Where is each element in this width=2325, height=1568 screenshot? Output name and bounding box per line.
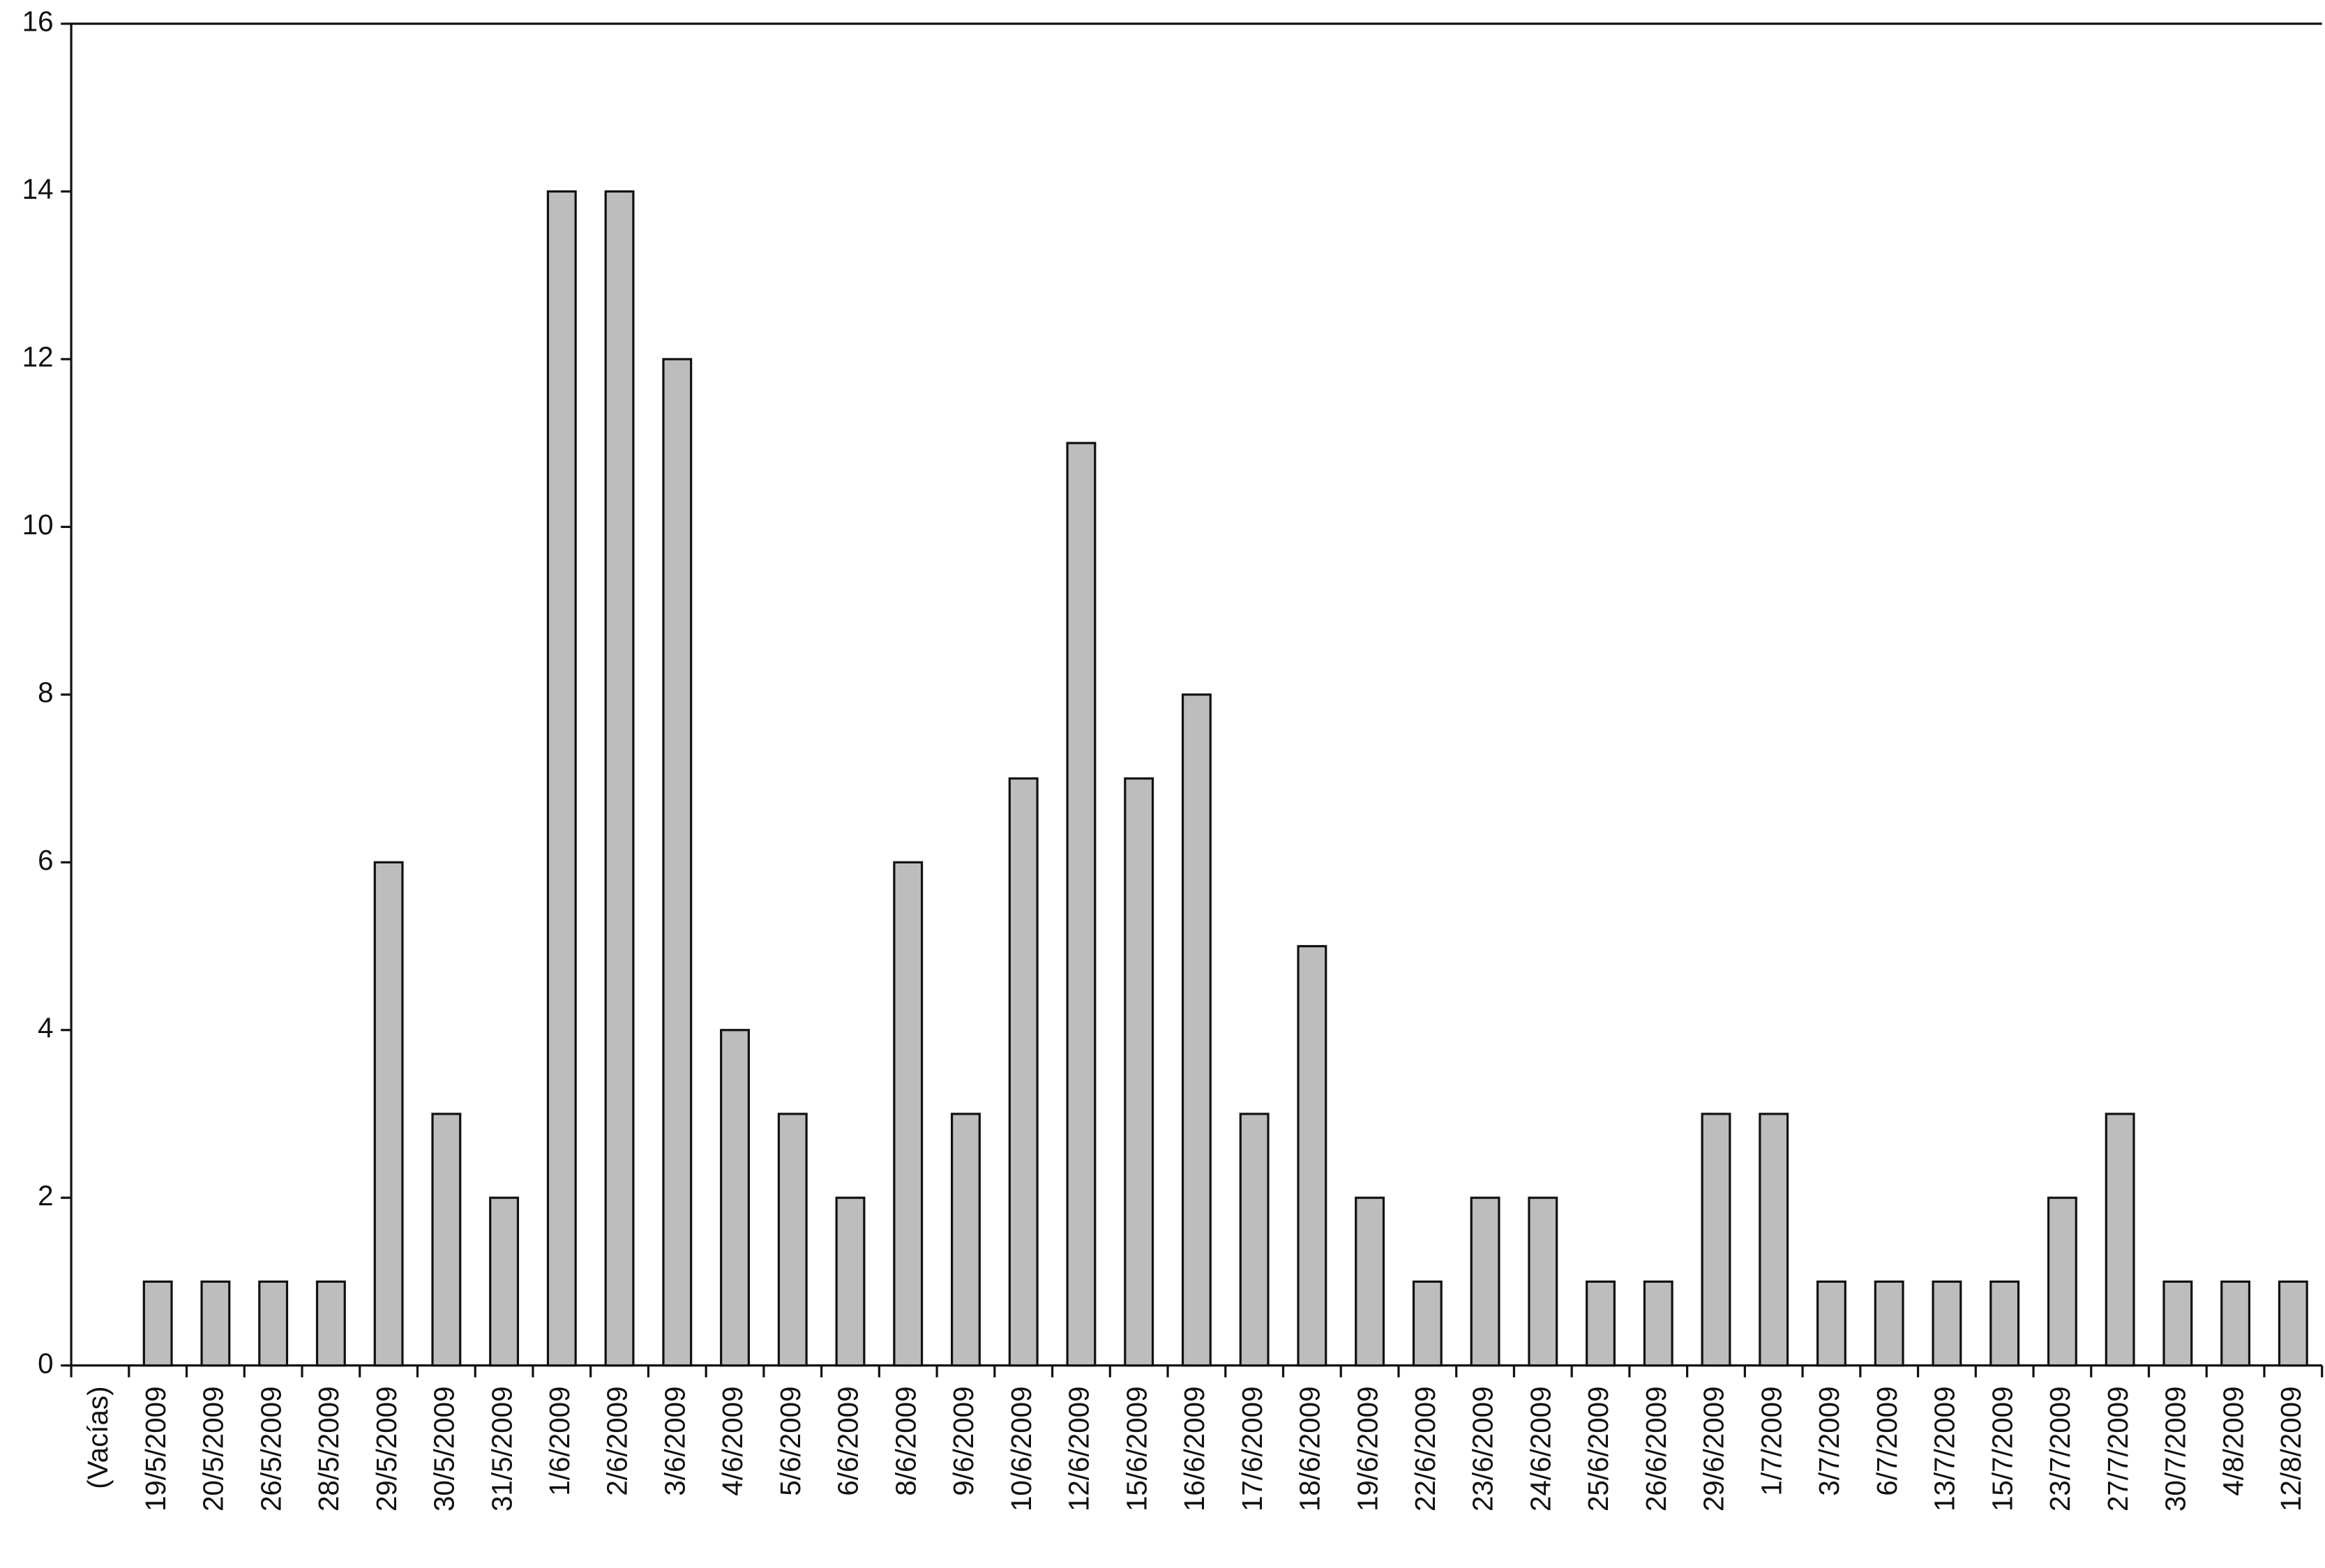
x-tick-label: 26/5/2009 bbox=[255, 1386, 287, 1512]
x-tick-label: 23/6/2009 bbox=[1467, 1386, 1499, 1512]
bar bbox=[2278, 1280, 2308, 1367]
bar bbox=[662, 358, 693, 1367]
x-tick-label: 1/6/2009 bbox=[543, 1386, 575, 1495]
x-tick-label: 2/6/2009 bbox=[601, 1386, 633, 1495]
y-tick-label: 4 bbox=[38, 1011, 53, 1043]
y-tick-label: 2 bbox=[38, 1179, 53, 1212]
bar bbox=[200, 1280, 231, 1367]
bar bbox=[315, 1280, 346, 1367]
bar bbox=[1470, 1196, 1500, 1367]
x-tick-label: 13/7/2009 bbox=[1929, 1386, 1961, 1512]
bar bbox=[1874, 1280, 1904, 1367]
x-tick-label: 27/7/2009 bbox=[2102, 1386, 2134, 1512]
x-tick-label: 28/5/2009 bbox=[313, 1386, 345, 1512]
x-tick-label: 17/6/2009 bbox=[1236, 1386, 1268, 1512]
bar bbox=[1412, 1280, 1443, 1367]
bar bbox=[1586, 1280, 1616, 1367]
x-tick-label: 3/7/2009 bbox=[1813, 1386, 1845, 1495]
bar bbox=[1355, 1196, 1385, 1367]
bar bbox=[258, 1280, 289, 1367]
x-tick-label: 30/7/2009 bbox=[2160, 1386, 2192, 1512]
x-tick-label: 8/6/2009 bbox=[889, 1386, 921, 1495]
bar bbox=[1181, 693, 1212, 1367]
x-tick-label: 23/7/2009 bbox=[2044, 1386, 2076, 1512]
bar bbox=[2105, 1113, 2135, 1367]
y-tick-label: 12 bbox=[22, 341, 54, 373]
x-tick-label: 18/6/2009 bbox=[1294, 1386, 1326, 1512]
x-tick-label: 6/6/2009 bbox=[832, 1386, 864, 1495]
x-tick-label: 1/7/2009 bbox=[1755, 1386, 1787, 1495]
x-tick-label: 19/6/2009 bbox=[1351, 1386, 1383, 1512]
y-tick-label: 8 bbox=[38, 677, 53, 709]
bar bbox=[1297, 944, 1327, 1367]
x-tick-label: 4/6/2009 bbox=[716, 1386, 748, 1495]
x-tick-label: 30/5/2009 bbox=[428, 1386, 460, 1512]
bar bbox=[720, 1029, 750, 1367]
bar bbox=[546, 190, 577, 1367]
bar bbox=[1989, 1280, 2020, 1367]
x-tick-label: 29/5/2009 bbox=[370, 1386, 402, 1512]
x-tick-label: 12/8/2009 bbox=[2275, 1386, 2307, 1512]
bar bbox=[489, 1196, 520, 1367]
bar bbox=[835, 1196, 866, 1367]
bar bbox=[1124, 777, 1154, 1367]
x-tick-label: 22/6/2009 bbox=[1409, 1386, 1441, 1512]
x-tick-label: 12/6/2009 bbox=[1063, 1386, 1095, 1512]
bar bbox=[431, 1113, 462, 1367]
x-tick-label: 6/7/2009 bbox=[1871, 1386, 1903, 1495]
bar bbox=[142, 1280, 173, 1367]
x-tick-label: 24/6/2009 bbox=[1524, 1386, 1556, 1512]
bar bbox=[1239, 1113, 1270, 1367]
bar bbox=[777, 1113, 808, 1367]
bar bbox=[373, 861, 404, 1367]
x-tick-label: 19/5/2009 bbox=[140, 1386, 172, 1512]
x-tick-label: 20/5/2009 bbox=[197, 1386, 230, 1512]
bar bbox=[1759, 1113, 1789, 1367]
y-tick-label: 6 bbox=[38, 844, 53, 876]
y-tick-label: 16 bbox=[22, 6, 54, 38]
x-tick-label: 3/6/2009 bbox=[659, 1386, 691, 1495]
x-tick-label: 9/6/2009 bbox=[947, 1386, 979, 1495]
x-tick-label: 15/6/2009 bbox=[1120, 1386, 1152, 1512]
x-tick-label: 5/6/2009 bbox=[774, 1386, 806, 1495]
x-tick-label: 4/8/2009 bbox=[2217, 1386, 2249, 1495]
x-tick-label: 10/6/2009 bbox=[1005, 1386, 1037, 1512]
bar bbox=[1816, 1280, 1846, 1367]
bar bbox=[2220, 1280, 2251, 1367]
x-tick-label: 16/6/2009 bbox=[1178, 1386, 1210, 1512]
bar bbox=[2162, 1280, 2193, 1367]
bar bbox=[1066, 442, 1097, 1367]
x-tick-label: (Vacías) bbox=[82, 1386, 114, 1488]
bar bbox=[1008, 777, 1039, 1367]
x-tick-label: 25/6/2009 bbox=[1582, 1386, 1614, 1512]
bar bbox=[2047, 1196, 2077, 1367]
y-tick-label: 10 bbox=[22, 508, 54, 541]
x-tick-label: 31/5/2009 bbox=[486, 1386, 518, 1512]
bar bbox=[1932, 1280, 1962, 1367]
x-tick-label: 29/6/2009 bbox=[1698, 1386, 1730, 1512]
bar bbox=[1528, 1196, 1558, 1367]
y-tick-label: 0 bbox=[38, 1347, 53, 1379]
y-tick-label: 14 bbox=[22, 173, 54, 205]
bar bbox=[604, 190, 635, 1367]
bar bbox=[893, 861, 924, 1367]
bar bbox=[951, 1113, 981, 1367]
x-tick-label: 26/6/2009 bbox=[1640, 1386, 1672, 1512]
bar bbox=[1643, 1280, 1673, 1367]
bar bbox=[1701, 1113, 1731, 1367]
x-tick-label: 15/7/2009 bbox=[1986, 1386, 2018, 1512]
